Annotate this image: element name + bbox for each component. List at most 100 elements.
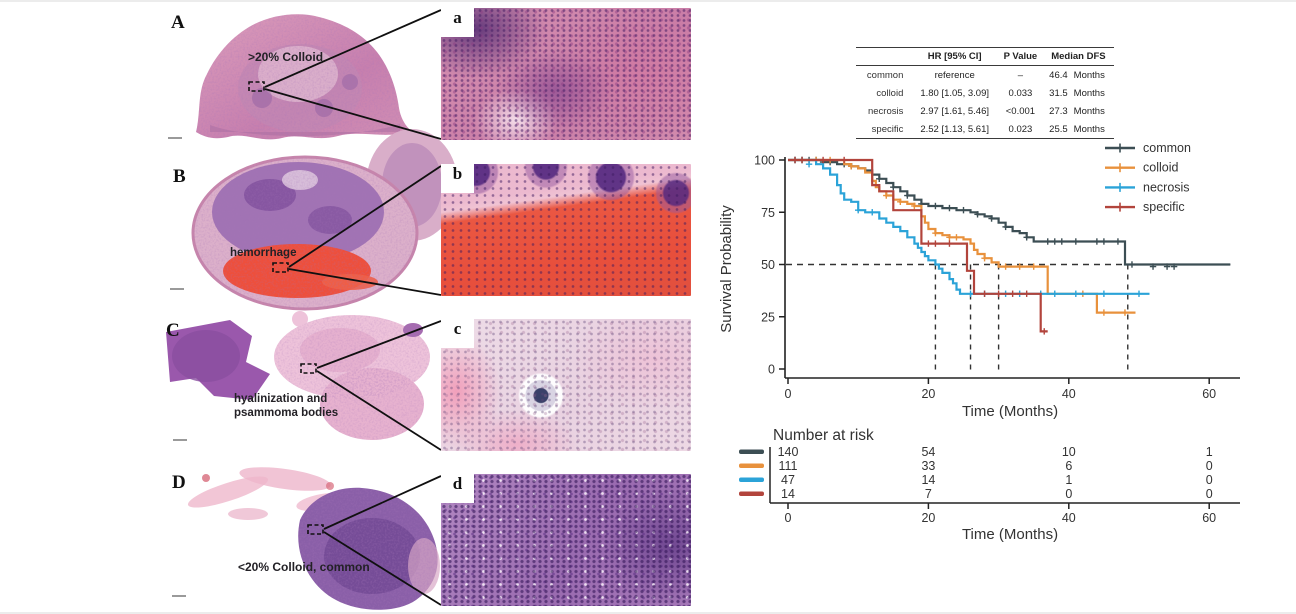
inset-label-c: c bbox=[441, 319, 474, 348]
stats-cell-grp: colloid bbox=[876, 87, 904, 99]
stats-cell-med: 31.5 bbox=[1049, 87, 1068, 99]
stats-header: HR [95% CI] bbox=[927, 51, 982, 62]
stats-cell-hr: 2.52 [1.13, 5.61] bbox=[920, 123, 989, 135]
chart-text: 25 bbox=[761, 310, 775, 324]
stats-cell-unit: Months bbox=[1073, 123, 1105, 135]
stats-row: common reference – 46.4 Months bbox=[856, 66, 1114, 85]
inset-micrograph-c: c bbox=[441, 319, 691, 451]
risk-count: 7 bbox=[925, 487, 932, 501]
risk-row-color-necrosis bbox=[739, 477, 764, 482]
top-edge-divider bbox=[0, 0, 1296, 2]
magnification-connector-lines bbox=[264, 9, 442, 606]
stats-cell-p: 0.023 bbox=[1008, 123, 1033, 135]
stats-header: P Value bbox=[1003, 51, 1038, 62]
panel-label-B: B bbox=[173, 166, 186, 187]
chart-text: 40 bbox=[1062, 387, 1076, 401]
chart-text: 20 bbox=[921, 387, 935, 401]
legend-label-colloid: colloid bbox=[1143, 161, 1178, 175]
risk-count: 33 bbox=[921, 459, 935, 473]
hazard-ratio-table: HR [95% CI] P Value Median DFS common refer… bbox=[856, 47, 1114, 139]
region-of-interest-boxes bbox=[248, 81, 324, 535]
annotation-colloid: >20% Colloid bbox=[248, 50, 324, 64]
inset-label-b: b bbox=[441, 164, 474, 193]
inset-micrograph-b: b bbox=[441, 164, 691, 296]
stats-cell-med: 27.3 bbox=[1049, 105, 1068, 117]
hazard-ratio-table-body: common reference – 46.4 Months colloid 1.80 [1… bbox=[856, 66, 1114, 139]
stats-row: specific 2.52 [1.13, 5.61] 0.023 25.5 Months bbox=[856, 120, 1114, 139]
stats-cell-med: 25.5 bbox=[1049, 123, 1068, 135]
stats-cell-p: 0.033 bbox=[1008, 87, 1033, 99]
inset-micrograph-a: a bbox=[441, 8, 691, 140]
chart-text: 20 bbox=[921, 511, 935, 525]
chart-text: 0 bbox=[785, 387, 792, 401]
risk-count: 0 bbox=[1206, 473, 1213, 487]
stats-cell-grp: common bbox=[866, 69, 904, 81]
stats-header: Median DFS bbox=[1051, 51, 1106, 62]
scale-bars bbox=[168, 137, 187, 597]
risk-count: 6 bbox=[1065, 459, 1072, 473]
tissue-section-b bbox=[191, 129, 458, 311]
tissue-section-c bbox=[166, 311, 430, 440]
stats-cell-unit: Months bbox=[1073, 69, 1105, 81]
bottom-edge-divider bbox=[0, 612, 1296, 614]
stats-cell-p: – bbox=[1017, 69, 1024, 81]
risk-count: 0 bbox=[1206, 459, 1213, 473]
km-curve-specific bbox=[788, 158, 1048, 333]
inset-label-a: a bbox=[441, 8, 474, 37]
stats-cell-grp: necrosis bbox=[867, 105, 904, 117]
chart-text: 100 bbox=[754, 154, 775, 168]
legend-label-necrosis: necrosis bbox=[1143, 180, 1190, 194]
risk-row-color-specific bbox=[739, 491, 764, 496]
stats-cell-p: <0.001 bbox=[1005, 105, 1036, 117]
chart-text: 50 bbox=[761, 258, 775, 272]
hazard-ratio-table-header: HR [95% CI] P Value Median DFS bbox=[856, 47, 1114, 66]
risk-x-axis-title: Time (Months) bbox=[962, 526, 1058, 543]
stats-cell-unit: Months bbox=[1073, 105, 1105, 117]
legend-label-specific: specific bbox=[1143, 200, 1185, 214]
risk-count: 47 bbox=[781, 473, 795, 487]
tissue-section-a bbox=[196, 14, 413, 140]
stats-cell-med: 46.4 bbox=[1049, 69, 1068, 81]
risk-row-color-colloid bbox=[739, 463, 764, 468]
chart-text: 60 bbox=[1202, 511, 1216, 525]
risk-count: 111 bbox=[778, 459, 797, 473]
risk-count: 14 bbox=[781, 487, 795, 501]
chart-text: 75 bbox=[761, 206, 775, 220]
stats-cell-grp: specific bbox=[871, 123, 904, 135]
stats-cell-hr: 1.80 [1.05, 3.09] bbox=[920, 87, 989, 99]
histology-artwork bbox=[166, 9, 458, 610]
risk-count: 140 bbox=[778, 445, 799, 459]
stats-header bbox=[856, 48, 911, 66]
risk-table-title: Number at risk bbox=[773, 427, 874, 444]
risk-count: 0 bbox=[1065, 487, 1072, 501]
annotation-hemorrhage: hemorrhage bbox=[230, 247, 297, 259]
risk-count: 10 bbox=[1062, 445, 1076, 459]
stats-row: colloid 1.80 [1.05, 3.09] 0.033 31.5 Months bbox=[856, 84, 1114, 102]
panel-label-A: A bbox=[171, 12, 185, 33]
legend-label-common: common bbox=[1143, 141, 1191, 155]
y-axis-title: Survival Probability bbox=[718, 205, 735, 333]
risk-count: 1 bbox=[1206, 445, 1213, 459]
panel-label-C: C bbox=[166, 320, 180, 341]
x-axis-title: Time (Months) bbox=[962, 403, 1058, 420]
risk-count: 1 bbox=[1065, 473, 1072, 487]
tissue-section-d bbox=[187, 467, 440, 610]
inset-micrograph-d: d bbox=[441, 474, 691, 606]
stats-cell-hr: 2.97 [1.61, 5.46] bbox=[920, 105, 989, 117]
annotation-colloid-common: <20% Colloid, common bbox=[238, 560, 370, 574]
stats-cell-hr: reference bbox=[934, 69, 975, 81]
chart-text: 0 bbox=[768, 363, 775, 377]
chart-text: 0 bbox=[785, 511, 792, 525]
inset-label-d: d bbox=[441, 474, 474, 503]
panel-label-D: D bbox=[172, 472, 186, 493]
chart-text: 60 bbox=[1202, 387, 1216, 401]
stats-cell-unit: Months bbox=[1073, 87, 1105, 99]
km-curve-colloid bbox=[788, 158, 1136, 314]
chart-text: 40 bbox=[1062, 511, 1076, 525]
risk-count: 14 bbox=[921, 473, 935, 487]
km-curve-necrosis bbox=[788, 158, 1150, 295]
stats-row: necrosis 2.97 [1.61, 5.46] <0.001 27.3 Month… bbox=[856, 102, 1114, 120]
risk-row-color-common bbox=[739, 449, 764, 454]
